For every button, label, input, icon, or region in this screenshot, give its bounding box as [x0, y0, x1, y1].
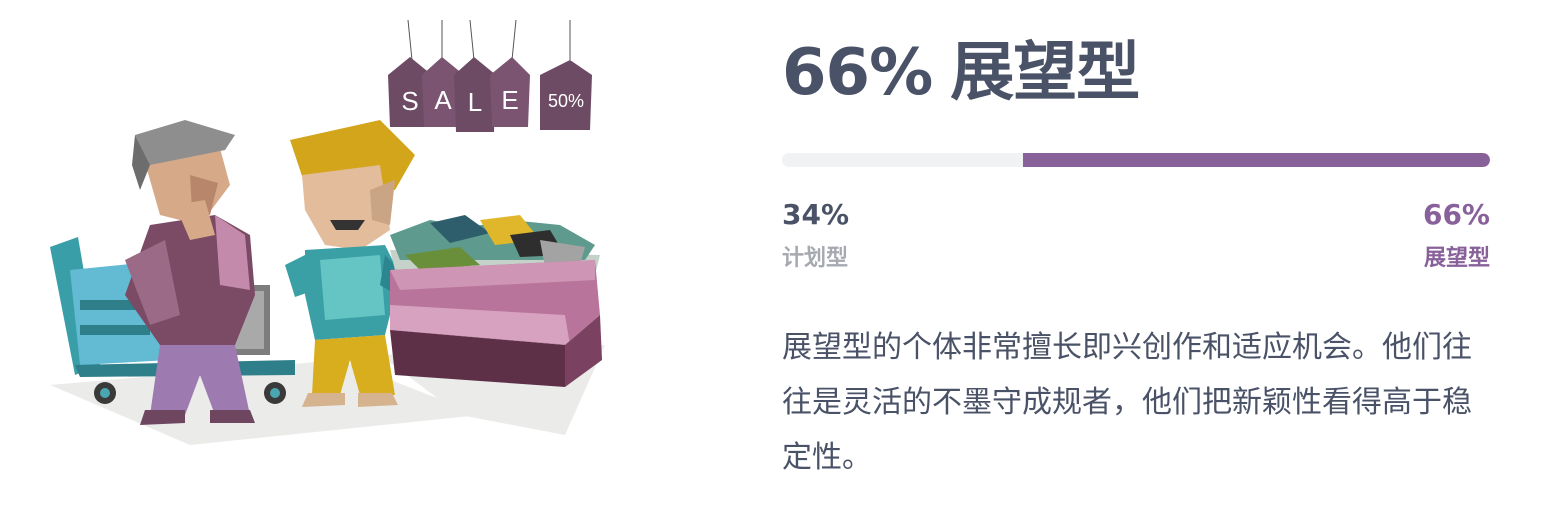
headline-type: 展望型 [950, 36, 1140, 110]
sale-tag-a: A [422, 57, 464, 127]
sale-tag-l-text: L [468, 87, 482, 117]
trait-progress-fill [1022, 153, 1490, 167]
headline-percent: 66% [782, 36, 933, 110]
scale-right-label: 展望型 [1423, 246, 1490, 271]
older-man-figure [125, 120, 255, 425]
sale-tag-s: S [388, 57, 432, 127]
trait-progress-track [782, 153, 1490, 167]
sale-tag-e: E [490, 57, 530, 127]
bargain-bin [390, 215, 602, 387]
sale-tag-50-text: 50% [548, 91, 584, 111]
scale-left: 34% 计划型 [782, 198, 849, 274]
sale-tag-a-text: A [434, 85, 452, 115]
sale-tag-50: 50% [540, 60, 592, 130]
scale-left-label: 计划型 [782, 246, 849, 271]
result-panel: 66% 展望型 34% 计划型 66% 展望型 展望型的个体非常擅长即兴创作和适应… [782, 30, 1490, 475]
sale-tag-l: L [454, 57, 496, 132]
result-headline: 66% 展望型 [782, 30, 1490, 116]
sale-tag-s-text: S [401, 86, 418, 116]
scale-right-percent: 66% [1422, 198, 1490, 231]
personality-illustration: S A L E 50% [40, 15, 620, 445]
scale-right: 66% 展望型 [1423, 198, 1490, 274]
trait-description: 展望型的个体非常擅长即兴创作和适应机会。他们往往是灵活的不墨守成规者，他们把新颖… [782, 330, 1472, 475]
young-man-figure [285, 120, 415, 407]
scale-left-percent: 34% [782, 198, 850, 231]
sale-tag-e-text: E [501, 85, 518, 115]
sale-shopping-illustration: S A L E 50% [50, 19, 605, 445]
